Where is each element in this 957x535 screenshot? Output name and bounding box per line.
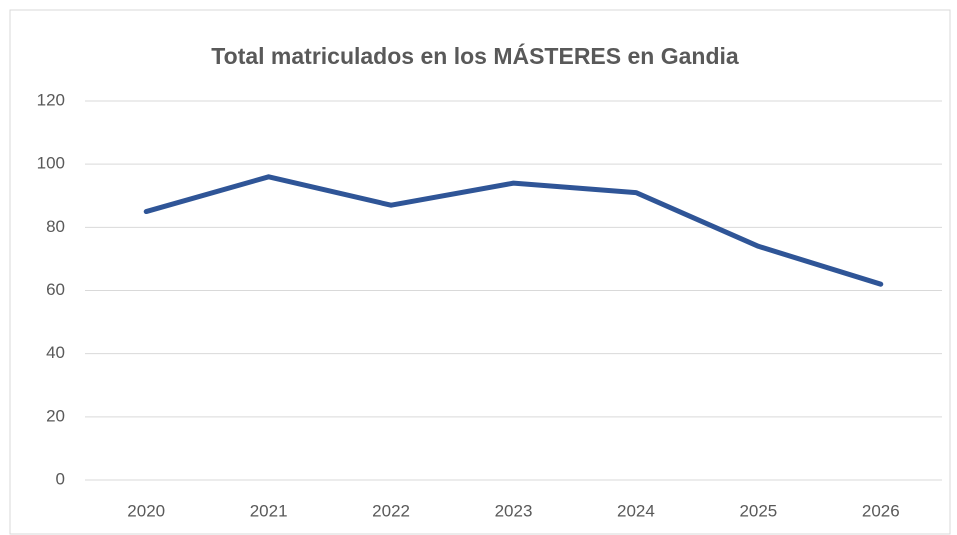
chart-frame [9,9,951,535]
x-tick-label: 2024 [617,501,655,520]
x-tick-label: 2023 [495,501,533,520]
chart-title: Total matriculados en los MÁSTERES en Ga… [211,42,739,69]
y-tick-label: 120 [37,90,65,109]
x-tick-label: 2025 [739,501,777,520]
x-tick-label: 2022 [372,501,410,520]
x-tick-label: 2020 [127,501,165,520]
data-line [143,174,884,287]
y-tick-label: 40 [46,343,65,362]
y-tick-label: 100 [37,154,65,173]
y-tick-label: 20 [46,406,65,425]
x-tick-label: 2021 [250,501,288,520]
y-tick-label: 0 [56,469,65,488]
y-tick-label: 60 [46,280,65,299]
x-tick-label: 2026 [862,501,900,520]
y-tick-label: 80 [46,217,65,236]
